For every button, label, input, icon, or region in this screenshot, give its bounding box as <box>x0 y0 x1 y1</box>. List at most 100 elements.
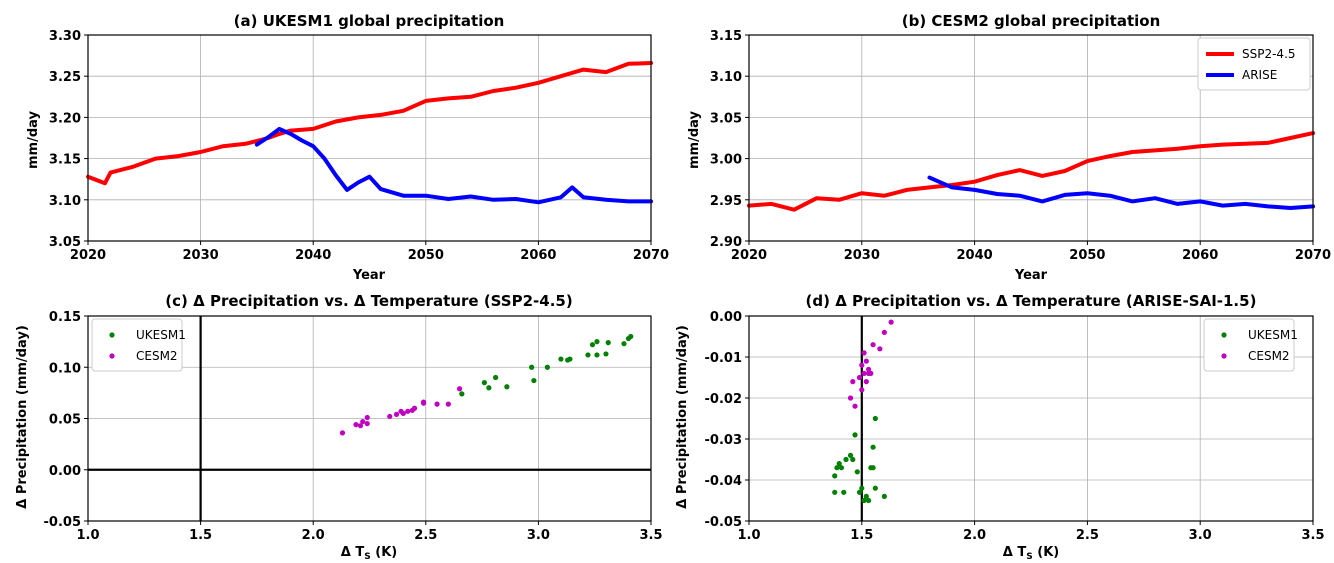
legend: SSP2-4.5 ARISE <box>1197 37 1311 91</box>
plot-frame <box>87 34 652 242</box>
point-cesm2 <box>357 423 364 429</box>
x-tick-label: 1.0 <box>737 528 760 543</box>
point-cesm2 <box>863 358 869 364</box>
plot-frame <box>748 315 1314 522</box>
x-tick-label: 2050 <box>408 248 444 263</box>
panel-a-xlabel: Year <box>352 268 386 283</box>
y-tick-label: 0.10 <box>49 361 81 376</box>
chart-2: 1.0 1.5 2.0 2.5 3.0 3.5 -0.05 0.00 0.05 0.10 0.15 U… <box>44 310 663 543</box>
legend-box <box>91 318 183 372</box>
point-cesm2 <box>847 395 854 401</box>
point-ukesm1 <box>836 461 842 467</box>
point-cesm2 <box>456 386 463 392</box>
point-ukesm1 <box>621 341 627 347</box>
point-ukesm1 <box>843 456 849 463</box>
y-tick-label: -0.05 <box>705 515 742 530</box>
point-cesm2 <box>353 422 359 428</box>
point-ukesm1 <box>854 469 860 475</box>
y-tick-label: -0.03 <box>705 433 742 448</box>
point-cesm2 <box>859 387 865 393</box>
legend: UKESM1 CESM2 <box>1203 318 1298 372</box>
legend-label-ukesm1: UKESM1 <box>136 328 186 342</box>
panel-b-xlabel: Year <box>1014 268 1048 283</box>
point-ukesm1 <box>567 356 573 362</box>
y-tick-label: -0.02 <box>705 392 742 407</box>
x-tick-label: 3.5 <box>639 528 662 543</box>
point-ukesm1 <box>605 340 611 346</box>
plot-frame <box>748 34 1314 242</box>
point-ukesm1 <box>834 465 840 471</box>
x-tick-label: 1.0 <box>76 528 99 543</box>
point-ukesm1 <box>585 352 591 358</box>
x-tick-label: 2050 <box>1069 248 1105 263</box>
point-cesm2 <box>400 410 406 416</box>
point-cesm2 <box>393 411 400 417</box>
series-line-blue <box>254 126 653 205</box>
x-tick-label: 2.0 <box>963 528 986 543</box>
point-cesm2 <box>877 346 883 352</box>
point-cesm2 <box>881 329 887 335</box>
point-ukesm1 <box>529 364 535 370</box>
point-ukesm1 <box>859 485 865 491</box>
point-cesm2 <box>852 403 858 409</box>
legend-label-cesm2: CESM2 <box>1248 349 1290 363</box>
x-tick-label: 2070 <box>1295 248 1331 263</box>
point-ukesm1 <box>544 364 551 370</box>
point-cesm2 <box>364 414 370 421</box>
x-tick-label: 2040 <box>957 248 993 263</box>
point-cesm2 <box>859 362 865 368</box>
point-cesm2 <box>850 379 856 385</box>
legend: UKESM1 CESM2 <box>91 318 186 372</box>
point-cesm2 <box>411 405 418 411</box>
y-tick-label: 2.90 <box>710 235 742 250</box>
panel-b-ylabel: mm/day <box>687 110 702 169</box>
panel-c-xlabel: Δ TS (K) <box>341 545 397 562</box>
panel-c-title: (c) Δ Precipitation vs. Δ Temperature (S… <box>165 292 572 310</box>
panel-a-ylabel: mm/day <box>26 110 41 169</box>
point-cesm2 <box>364 421 370 427</box>
panel-b: (b) CESM2 global precipitation Year mm/d… <box>687 12 1160 283</box>
point-ukesm1 <box>504 384 510 390</box>
legend-swatch-ukesm1 <box>1221 332 1227 338</box>
x-tick-label: 1.5 <box>850 528 873 543</box>
y-tick-label: 3.20 <box>49 111 81 126</box>
y-tick-label: 0.00 <box>49 464 81 479</box>
point-ukesm1 <box>872 415 878 422</box>
y-tick-label: 3.15 <box>49 153 81 168</box>
point-cesm2 <box>861 350 867 356</box>
point-ukesm1 <box>850 456 856 463</box>
legend-label-ukesm1: UKESM1 <box>1248 328 1298 342</box>
y-tick-label: -0.04 <box>705 474 742 489</box>
point-ukesm1 <box>558 356 564 362</box>
chart-1: 2020 2030 2040 2050 2060 2070 2.90 2.95 3.00 3.05… <box>710 29 1331 263</box>
panel-a: (a) UKESM1 global precipitation Year mm/… <box>26 12 504 283</box>
x-tick-label: 2.0 <box>302 528 325 543</box>
point-ukesm1 <box>832 473 838 479</box>
point-cesm2 <box>888 319 894 325</box>
x-tick-label: 2070 <box>633 248 669 263</box>
x-tick-label: 2.5 <box>1076 528 1099 543</box>
legend-swatch-cesm2 <box>109 353 115 359</box>
point-cesm2 <box>856 374 863 381</box>
point-ukesm1 <box>863 493 869 499</box>
point-cesm2 <box>360 418 366 425</box>
y-tick-label: 3.25 <box>49 70 81 85</box>
panel-d-title: (d) Δ Precipitation vs. Δ Temperature (A… <box>806 292 1257 310</box>
legend-box <box>1203 318 1295 372</box>
x-tick-label: 3.0 <box>527 528 550 543</box>
point-ukesm1 <box>486 385 492 391</box>
point-ukesm1 <box>847 452 854 458</box>
point-ukesm1 <box>841 489 847 495</box>
legend-label-ssp2-4-5: SSP2-4.5 <box>1242 47 1296 61</box>
point-ukesm1 <box>856 489 863 495</box>
legend-label-cesm2: CESM2 <box>136 349 178 363</box>
x-tick-label: 2030 <box>844 248 880 263</box>
panel-a-title: (a) UKESM1 global precipitation <box>234 12 505 30</box>
legend-label-arise: ARISE <box>1242 68 1277 82</box>
y-tick-label: 3.00 <box>710 153 742 168</box>
y-tick-label: -0.01 <box>705 351 742 366</box>
point-cesm2 <box>868 370 874 376</box>
point-ukesm1 <box>870 465 876 471</box>
point-ukesm1 <box>603 351 609 357</box>
x-tick-label: 2030 <box>183 248 219 263</box>
